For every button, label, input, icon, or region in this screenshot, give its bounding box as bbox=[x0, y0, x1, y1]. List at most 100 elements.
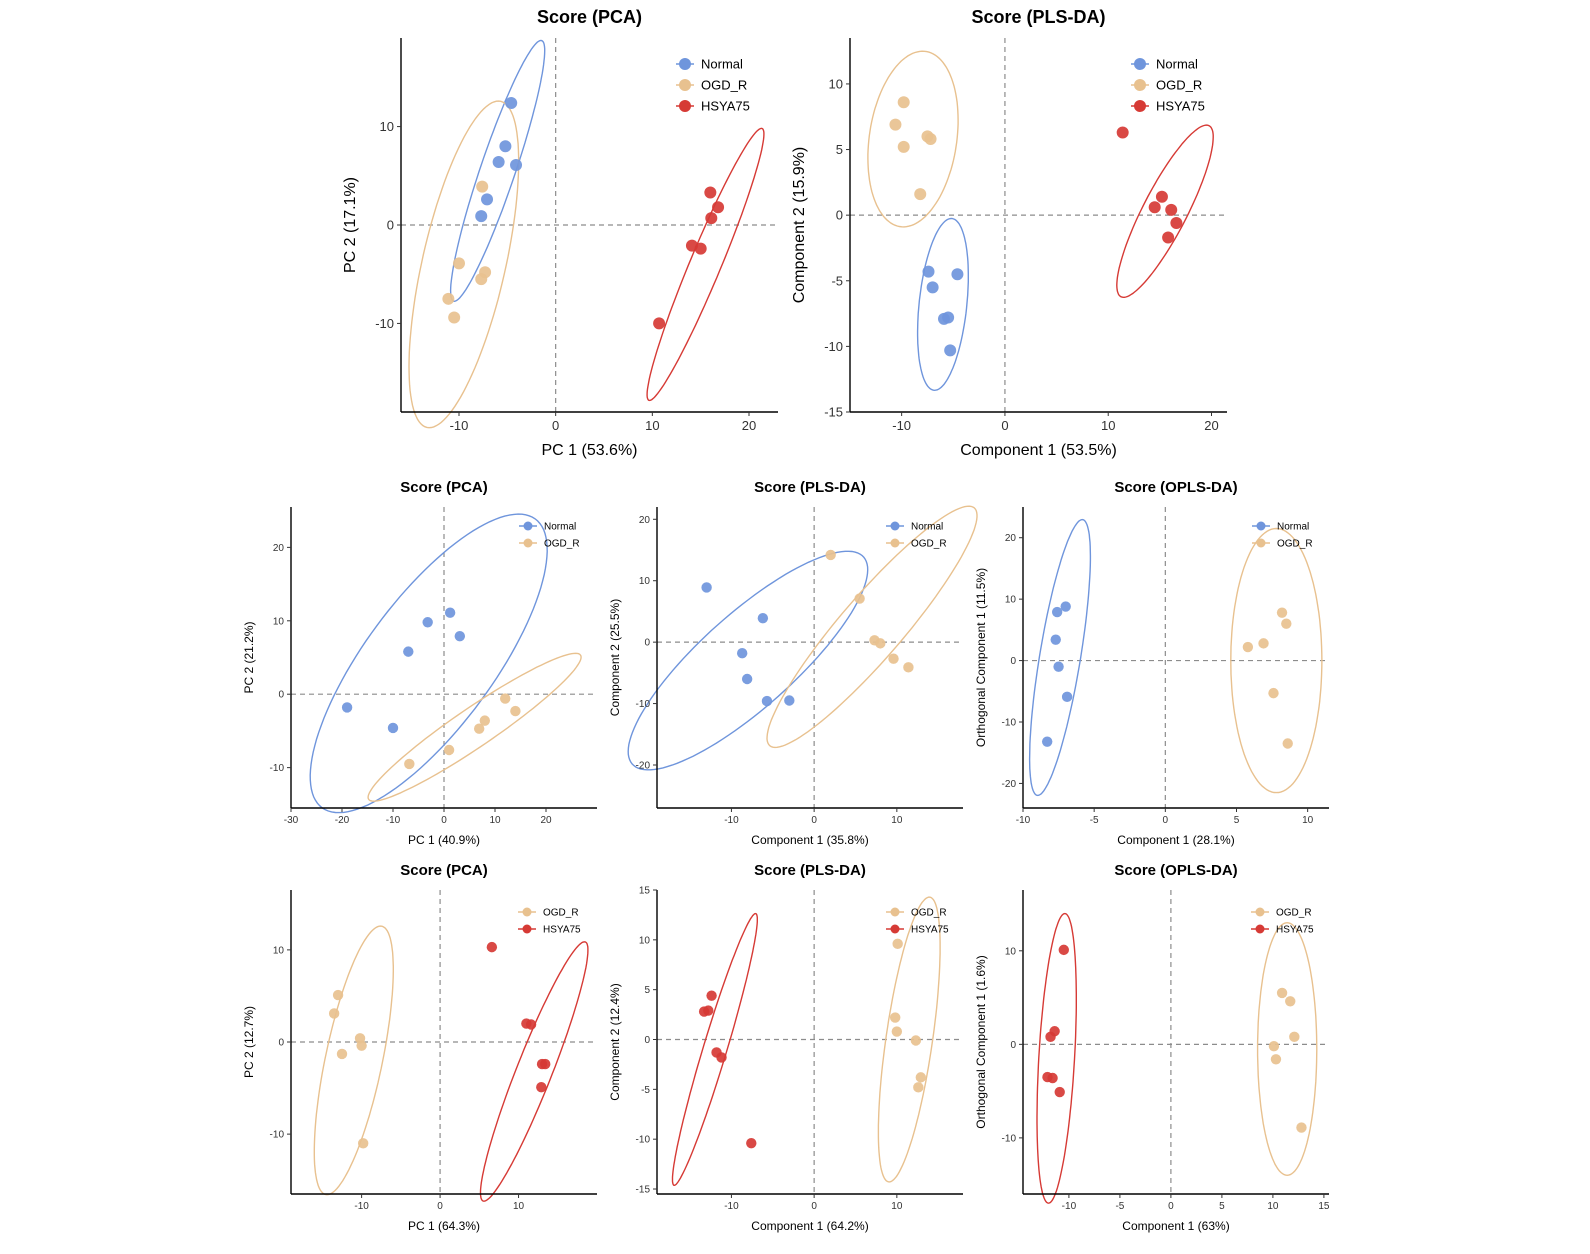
point-hsya75 bbox=[705, 212, 718, 225]
point-ogd_r bbox=[336, 1048, 348, 1060]
point-hsya75 bbox=[1116, 126, 1129, 139]
point-ogd_r bbox=[1268, 1041, 1280, 1052]
point-normal bbox=[510, 158, 523, 171]
point-normal bbox=[454, 631, 466, 642]
point-hsya75 bbox=[1054, 1086, 1065, 1098]
point-ogd_r bbox=[332, 989, 344, 1001]
legend-key-dot bbox=[890, 538, 900, 548]
legend-label: HSYA75 bbox=[1276, 925, 1314, 936]
legend-label: OGD_R bbox=[1156, 78, 1202, 93]
legend-item-ogd_r: OGD_R bbox=[676, 78, 747, 93]
legend-label: HSYA75 bbox=[1156, 99, 1205, 114]
x-tick-label: -5 bbox=[1090, 815, 1099, 826]
point-ogd_r bbox=[888, 653, 899, 664]
point-ogd_r bbox=[1282, 738, 1293, 749]
legend-key-dot bbox=[523, 521, 533, 531]
y-tick-label: 10 bbox=[639, 576, 651, 587]
y-tick-label: 0 bbox=[1010, 656, 1016, 667]
legend-label: HSYA75 bbox=[911, 925, 949, 936]
confidence-ellipse-ogd_r bbox=[877, 896, 941, 1183]
legend-key-dot bbox=[890, 907, 900, 917]
x-tick-label: 10 bbox=[489, 815, 501, 826]
y-tick-label: 20 bbox=[1005, 533, 1017, 544]
y-tick-label: 10 bbox=[1005, 946, 1017, 957]
y-tick-label: 0 bbox=[836, 208, 843, 223]
y-tick-label: -15 bbox=[824, 405, 843, 420]
confidence-ellipse-ogd_r bbox=[313, 925, 394, 1196]
legend-label: OGD_R bbox=[543, 908, 579, 919]
point-hsya75 bbox=[1148, 201, 1161, 214]
plot-title: Score (PLS-DA) bbox=[971, 7, 1105, 27]
point-normal bbox=[701, 582, 712, 593]
point-ogd_r bbox=[500, 693, 511, 704]
point-normal bbox=[422, 617, 433, 628]
point-ogd_r bbox=[889, 1012, 901, 1023]
x-tick-label: 10 bbox=[1267, 1201, 1279, 1212]
point-hsya75 bbox=[1162, 231, 1175, 244]
legend-key-dot bbox=[1256, 538, 1266, 548]
y-tick-label: -15 bbox=[636, 1185, 651, 1196]
legend-label: Normal bbox=[1156, 57, 1198, 72]
legend-label: Normal bbox=[544, 522, 576, 533]
confidence-ellipse-hsya75 bbox=[1036, 912, 1077, 1204]
y-tick-label: -20 bbox=[636, 761, 651, 772]
legend-label: OGD_R bbox=[1277, 539, 1313, 550]
legend-item-normal: Normal bbox=[519, 521, 576, 533]
point-normal bbox=[1050, 634, 1061, 645]
confidence-ellipse-ogd_r bbox=[1230, 527, 1323, 794]
legend-item-ogd_r: OGD_R bbox=[886, 538, 947, 550]
y-tick-label: -10 bbox=[270, 763, 285, 774]
y-tick-label: 0 bbox=[644, 638, 650, 649]
confidence-ellipse-hsya75 bbox=[646, 127, 765, 402]
point-hsya75 bbox=[704, 186, 717, 199]
y-tick-label: -10 bbox=[636, 699, 651, 710]
legend-key-dot bbox=[890, 521, 900, 531]
legend-item-hsya75: HSYA75 bbox=[886, 924, 949, 936]
point-ogd_r bbox=[891, 1026, 903, 1037]
y-tick-label: 15 bbox=[639, 886, 651, 897]
legend-label: Normal bbox=[911, 522, 943, 533]
x-tick-label: 15 bbox=[1318, 1201, 1330, 1212]
legend-key-dot bbox=[679, 100, 691, 112]
y-tick-label: 0 bbox=[1010, 1040, 1016, 1051]
x-tick-label: -10 bbox=[450, 418, 469, 433]
point-ogd_r bbox=[1270, 1054, 1282, 1065]
confidence-ellipse-normal bbox=[627, 550, 869, 771]
y-axis-label: Component 2 (25.5%) bbox=[608, 599, 622, 716]
y-tick-label: -10 bbox=[1002, 1133, 1017, 1144]
point-normal bbox=[475, 210, 488, 223]
y-tick-label: 0 bbox=[644, 1035, 650, 1046]
point-hsya75 bbox=[694, 242, 707, 255]
point-hsya75 bbox=[653, 317, 666, 330]
point-ogd_r bbox=[892, 938, 903, 950]
plot-title: Score (OPLS-DA) bbox=[1114, 479, 1237, 496]
plot-title: Score (PCA) bbox=[400, 862, 488, 879]
x-tick-label: -10 bbox=[354, 1201, 369, 1212]
x-tick-label: 20 bbox=[1204, 418, 1218, 433]
score-plot-1: Score (PCA) -10 0 10 20 -10 0 10 PC 1 (53.6%) PC … bbox=[342, 7, 778, 459]
y-tick-label: 0 bbox=[278, 690, 284, 701]
plot-title: Score (OPLS-DA) bbox=[1114, 862, 1237, 879]
x-tick-label: 0 bbox=[1001, 418, 1008, 433]
score-plot-2: Score (PLS-DA) -10 0 10 20 -15 -10 -5 0 5 10 Compon… bbox=[791, 7, 1227, 459]
point-normal bbox=[944, 344, 957, 357]
point-normal bbox=[387, 722, 399, 734]
point-ogd_r bbox=[913, 1082, 924, 1093]
legend-label: OGD_R bbox=[911, 539, 947, 550]
x-tick-label: 0 bbox=[811, 815, 817, 826]
y-tick-label: 0 bbox=[278, 1038, 284, 1049]
point-normal bbox=[922, 265, 935, 278]
legend-item-normal: Normal bbox=[1252, 521, 1309, 533]
confidence-ellipse-ogd_r bbox=[867, 50, 959, 228]
confidence-ellipse-normal bbox=[309, 513, 548, 814]
legend-item-ogd_r: OGD_R bbox=[518, 907, 579, 919]
point-hsya75 bbox=[716, 1052, 727, 1063]
point-hsya75 bbox=[1170, 217, 1183, 230]
y-tick-label: 5 bbox=[644, 985, 650, 996]
point-ogd_r bbox=[924, 133, 937, 146]
point-hsya75 bbox=[1155, 190, 1168, 203]
point-ogd_r bbox=[448, 311, 461, 324]
legend-item-hsya75: HSYA75 bbox=[1131, 99, 1205, 114]
confidence-ellipse-hsya75 bbox=[479, 941, 589, 1202]
